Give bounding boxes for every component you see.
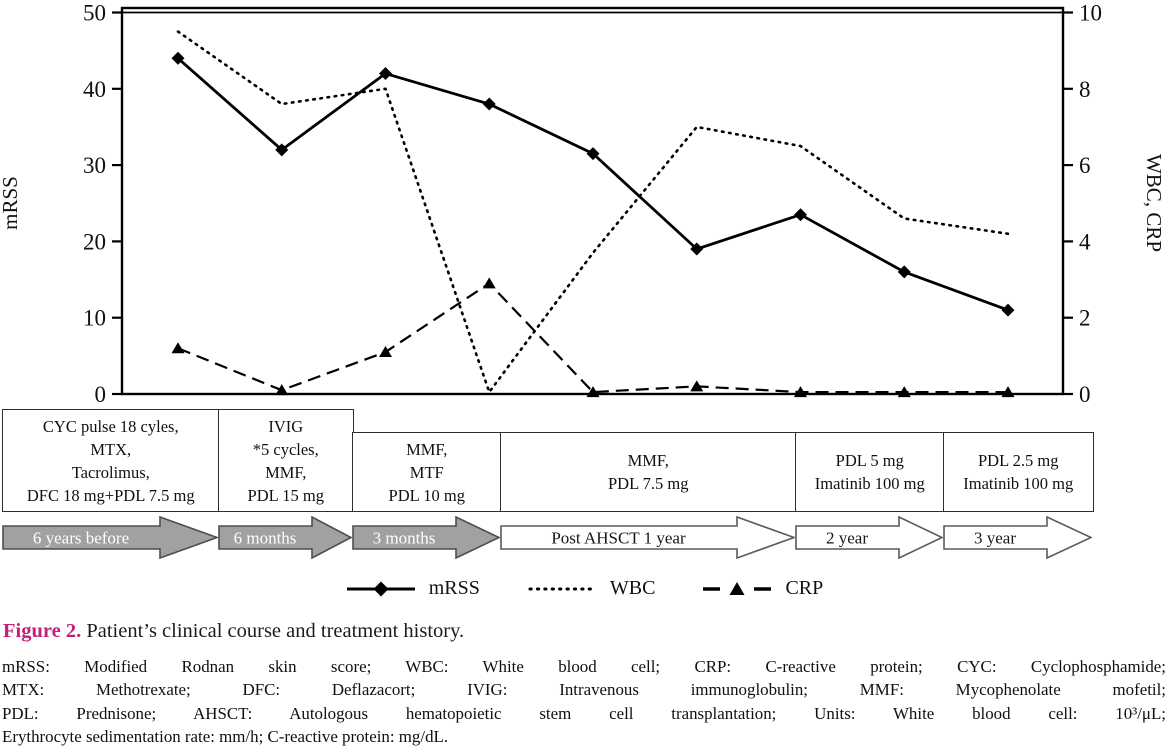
treatment-line: MMF,	[406, 439, 448, 459]
svg-text:50: 50	[83, 1, 106, 26]
svg-text:mRSS: mRSS	[0, 176, 22, 230]
treatment-line: IVIG	[268, 416, 304, 436]
timeline-arrow: 3 months	[352, 515, 501, 560]
svg-text:10: 10	[1079, 1, 1102, 26]
treatment-line: PDL 5 mg	[835, 451, 904, 470]
svg-text:10: 10	[83, 306, 106, 331]
figure-caption-label: Figure 2.	[3, 620, 82, 642]
svg-text:WBC, CRP: WBC, CRP	[1142, 154, 1166, 252]
footnote-line: mRSS: Modified Rodnan skin score; WBC: W…	[2, 657, 1166, 676]
svg-text:2 year: 2 year	[826, 529, 868, 548]
treatment-box: IVIG *5 cycles, MMF, PDL 15 mg	[218, 409, 354, 512]
legend-symbol-dashed-triangle	[703, 581, 772, 595]
svg-text:4: 4	[1079, 229, 1091, 254]
treatment-line: MMF,	[627, 451, 669, 470]
svg-text:3 year: 3 year	[974, 529, 1016, 548]
figure-caption: Figure 2. Patient’s clinical course and …	[3, 620, 464, 643]
svg-text:8: 8	[1079, 77, 1091, 102]
legend-label: CRP	[785, 577, 824, 599]
chart-legend: mRSS WBC CRP	[0, 577, 1168, 600]
timeline-arrow: 3 year	[943, 515, 1093, 560]
svg-text:6 years before: 6 years before	[33, 529, 129, 548]
treatment-line: PDL 10 mg	[388, 485, 465, 505]
timeline-arrow: 6 months	[218, 515, 353, 560]
svg-text:6 months: 6 months	[234, 529, 297, 548]
legend-label: WBC	[609, 577, 656, 599]
svg-text:30: 30	[83, 153, 106, 178]
timeline-arrow: 2 year	[795, 515, 944, 560]
legend-item-mrss: mRSS	[345, 577, 480, 600]
treatment-line: *5 cycles,	[252, 439, 319, 459]
treatment-line: CYC pulse 18 cyles,	[42, 416, 179, 436]
figure-caption-text: Patient’s clinical course and treatment …	[86, 620, 465, 642]
treatment-line: MMF,	[265, 462, 307, 482]
clinical-course-chart: 0 10 20 30 40 50 0 2 4 6 8 10 mRSS WBC, CRP	[0, 1, 1166, 408]
footnote-line: MTX: Methotrexate; DFC: Deflazacort; IVI…	[2, 680, 1166, 700]
treatment-box: CYC pulse 18 cyles, MTX, Tacrolimus, DFC 18…	[2, 409, 220, 512]
svg-text:20: 20	[83, 229, 106, 254]
figure-footnote: mRSS: Modified Rodnan skin score; WBC: W…	[2, 655, 1166, 749]
treatment-box: MMF, PDL 7.5 mg	[500, 432, 797, 512]
treatment-line: Imatinib 100 mg	[814, 474, 925, 493]
timeline-arrow: Post AHSCT 1 year	[500, 515, 797, 560]
legend-symbol-dotted	[528, 587, 598, 590]
svg-text:3 months: 3 months	[373, 529, 436, 548]
legend-label: mRSS	[428, 577, 480, 599]
treatment-line: PDL 15 mg	[247, 485, 324, 505]
treatment-line: DFC 18 mg+PDL 7.5 mg	[26, 485, 195, 505]
svg-text:Post AHSCT 1 year: Post AHSCT 1 year	[551, 529, 686, 548]
treatment-line: MTX,	[90, 439, 132, 459]
svg-text:40: 40	[83, 77, 106, 102]
treatment-line: Imatinib 100 mg	[963, 474, 1074, 493]
treatment-box: PDL 2.5 mg Imatinib 100 mg	[943, 432, 1094, 512]
footnote-line: PDL: Prednisone; AHSCT: Autologous hemat…	[2, 703, 1166, 723]
treatment-line: PDL 2.5 mg	[977, 451, 1059, 470]
treatment-line: MTF	[409, 462, 444, 482]
legend-item-wbc: WBC	[526, 577, 656, 600]
legend-symbol-solid-diamond	[346, 581, 415, 596]
timeline-arrow: 6 years before	[2, 515, 220, 560]
treatment-line: PDL 7.5 mg	[607, 474, 689, 493]
treatment-box: MMF, MTF PDL 10 mg	[352, 432, 502, 512]
footnote-line: Erythrocyte sedimentation rate: mm/h; C-…	[2, 727, 449, 747]
svg-text:6: 6	[1079, 153, 1091, 178]
legend-item-crp: CRP	[701, 577, 823, 600]
treatment-line: Tacrolimus,	[71, 462, 150, 482]
svg-text:0: 0	[95, 382, 107, 405]
svg-text:2: 2	[1079, 306, 1091, 331]
treatment-box: PDL 5 mg Imatinib 100 mg	[795, 432, 945, 512]
svg-text:0: 0	[1079, 382, 1091, 405]
